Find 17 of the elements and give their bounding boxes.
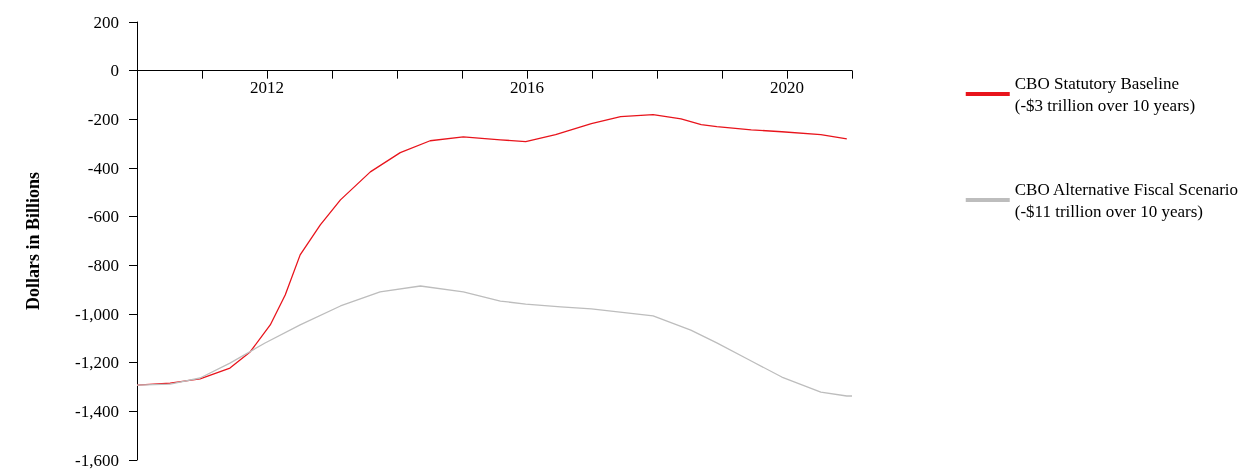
x-tick-label: 2020 bbox=[770, 77, 804, 97]
y-tick-label: -600 bbox=[87, 207, 119, 227]
y-tick-label: -1,600 bbox=[75, 450, 119, 470]
y-tick-label: -1,200 bbox=[75, 353, 119, 373]
y-tick-label: -800 bbox=[87, 255, 119, 275]
y-tick-label: -200 bbox=[87, 109, 119, 129]
x-tick-label: 2012 bbox=[250, 77, 284, 97]
x-tick-label: 2016 bbox=[510, 77, 544, 97]
line-series bbox=[136, 285, 853, 397]
y-tick-label: -400 bbox=[87, 158, 119, 178]
y-tick-label: 0 bbox=[110, 61, 119, 81]
y-axis-title: Dollars in Billions bbox=[23, 171, 43, 311]
y-tick-label: 200 bbox=[93, 12, 119, 32]
y-tick-label: -1,400 bbox=[75, 401, 119, 421]
legend-label: CBO Alternative Fiscal Scenario (-$11 trillion over 10 years) bbox=[1014, 179, 1239, 221]
legend-label: CBO Statutory Baseline (-$3 trillion over 10 years) bbox=[1014, 73, 1196, 115]
y-tick-label: -1,000 bbox=[75, 304, 119, 324]
